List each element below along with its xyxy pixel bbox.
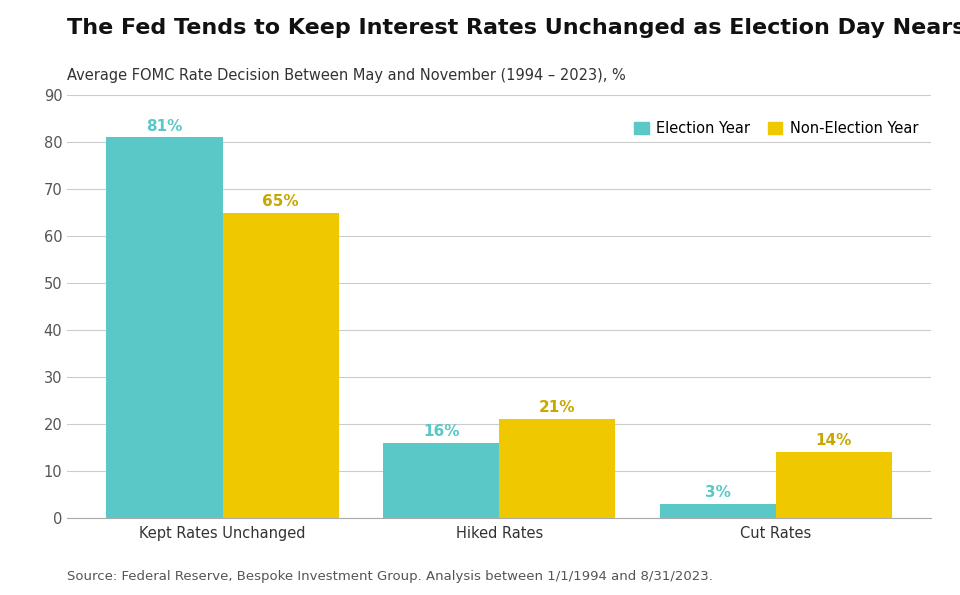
Bar — [660, 503, 776, 518]
Text: 21%: 21% — [539, 400, 576, 415]
Bar — [383, 443, 499, 518]
Text: 81%: 81% — [146, 118, 182, 134]
Text: 3%: 3% — [705, 485, 731, 500]
Bar — [499, 419, 615, 518]
Text: 65%: 65% — [262, 194, 299, 209]
Text: 14%: 14% — [816, 433, 852, 448]
Text: Average FOMC Rate Decision Between May and November (1994 – 2023), %: Average FOMC Rate Decision Between May a… — [67, 68, 626, 83]
Bar — [107, 137, 223, 518]
Text: 16%: 16% — [422, 424, 460, 439]
Legend: Election Year, Non-Election Year: Election Year, Non-Election Year — [629, 115, 924, 142]
Text: The Fed Tends to Keep Interest Rates Unchanged as Election Day Nears: The Fed Tends to Keep Interest Rates Unc… — [67, 18, 960, 38]
Bar — [776, 452, 892, 518]
Text: Source: Federal Reserve, Bespoke Investment Group. Analysis between 1/1/1994 and: Source: Federal Reserve, Bespoke Investm… — [67, 570, 713, 583]
Bar — [223, 212, 339, 518]
